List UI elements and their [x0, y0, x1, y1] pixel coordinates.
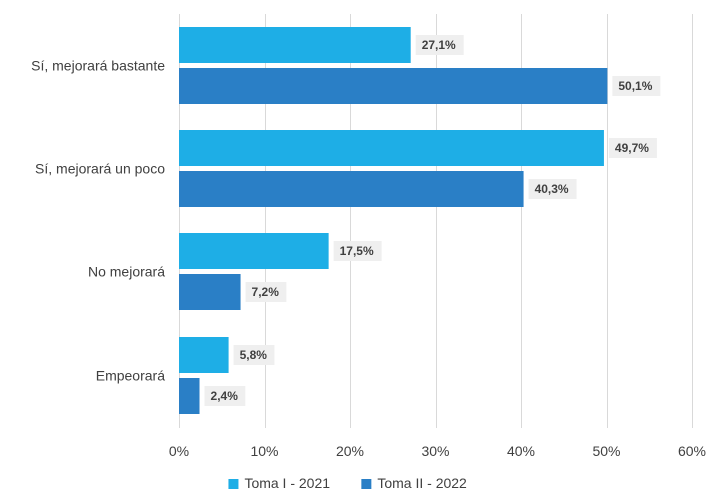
data-label-bg-s0-c3 [233, 345, 275, 365]
legend: Toma I - 2021 Toma II - 2022 [228, 475, 467, 491]
bar-s1-c1 [179, 171, 524, 207]
data-label-s1-c1: 40,3% [535, 182, 569, 196]
data-label-bg-s0-c0 [415, 35, 464, 55]
bar-s0-c0 [179, 27, 411, 63]
bar-s0-c1 [179, 130, 604, 166]
legend-swatch-1 [361, 479, 372, 489]
data-label-s0-c0: 27,1% [422, 38, 456, 52]
data-label-s1-c0: 50,1% [618, 79, 652, 93]
x-tick-label-6: 60% [678, 443, 706, 459]
category-label-3: Empeorará [96, 368, 165, 384]
data-label-s1-c3: 2,4% [211, 389, 239, 403]
data-label-s0-c3: 5,8% [240, 348, 268, 362]
category-labels: Sí, mejorará bastante Sí, mejorará un poc… [31, 58, 165, 384]
x-tick-label-5: 50% [592, 443, 620, 459]
bar-s1-c2 [179, 274, 241, 310]
bar-s1-c0 [179, 68, 608, 104]
x-axis-tick-labels: 0% 10% 20% 30% 40% 50% 60% [169, 443, 706, 459]
legend-label-0: Toma I - 2021 [244, 475, 330, 491]
data-label-bg-s1-c0 [612, 76, 661, 96]
bars [179, 27, 608, 414]
category-label-2: No mejorará [88, 264, 165, 280]
data-label-bg-s1-c2 [245, 282, 287, 302]
category-label-0: Sí, mejorará bastante [31, 58, 165, 74]
x-tick-label-3: 30% [421, 443, 449, 459]
bar-s1-c3 [179, 378, 200, 414]
x-tick-label-0: 0% [169, 443, 189, 459]
data-label-bg-s0-c2 [333, 241, 382, 261]
x-tick-label-4: 40% [507, 443, 535, 459]
data-label-bg-s1-c3 [204, 386, 246, 406]
data-label-bg-s1-c1 [528, 179, 577, 199]
data-labels: 27,1% 50,1% 49,7% 40,3% 17,5% 7,2% 5,8% 2,4% [204, 35, 661, 406]
data-label-bg-s0-c1 [608, 138, 657, 158]
x-tick-label-1: 10% [250, 443, 278, 459]
data-label-s0-c1: 49,7% [615, 141, 649, 155]
category-label-1: Sí, mejorará un poco [35, 161, 165, 177]
bar-s0-c3 [179, 337, 229, 373]
legend-label-1: Toma II - 2022 [377, 475, 467, 491]
x-tick-label-2: 20% [336, 443, 364, 459]
data-label-s0-c2: 17,5% [340, 244, 374, 258]
bar-s0-c2 [179, 233, 329, 269]
legend-swatch-0 [228, 479, 239, 489]
data-label-s1-c2: 7,2% [252, 285, 280, 299]
